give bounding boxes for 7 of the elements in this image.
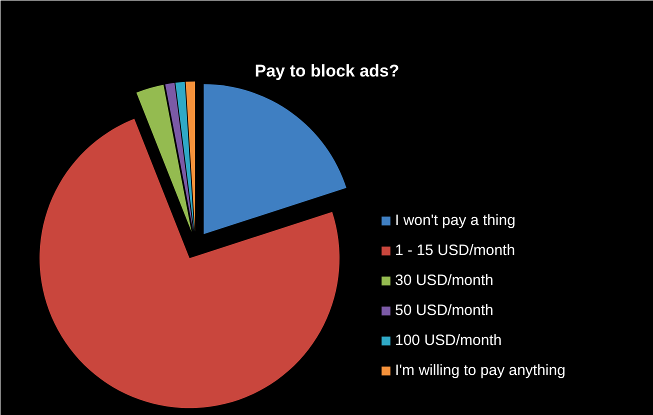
legend-label: 30 USD/month [395, 270, 494, 290]
legend-label: 50 USD/month [395, 300, 494, 320]
legend-label: I'm willing to pay anything [395, 360, 566, 380]
chart-title: Pay to block ads? [254, 62, 400, 80]
legend-label: 1 - 15 USD/month [395, 240, 516, 260]
legend-label: 100 USD/month [395, 330, 502, 350]
legend-label: I won't pay a thing [395, 210, 516, 230]
